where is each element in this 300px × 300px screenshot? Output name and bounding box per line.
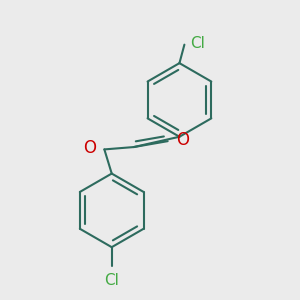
Text: O: O	[176, 131, 189, 149]
Text: Cl: Cl	[104, 273, 119, 288]
Text: O: O	[83, 139, 96, 157]
Text: Cl: Cl	[190, 36, 205, 51]
